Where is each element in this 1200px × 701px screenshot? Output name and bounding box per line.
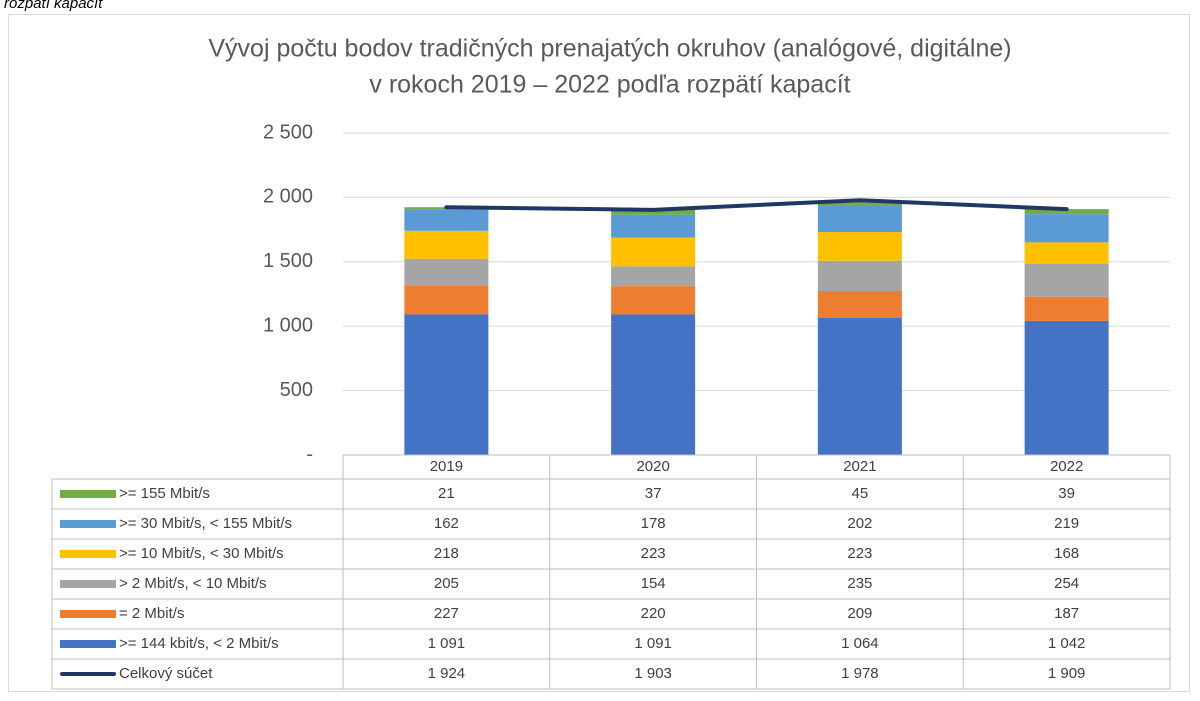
bar-segment [611, 209, 696, 215]
bar-segment [611, 286, 696, 315]
bar-segment [611, 266, 696, 287]
legend-label: Celkový súčet [119, 665, 213, 682]
bar-segment [1024, 263, 1109, 297]
x-tick-label: 2019 [430, 458, 463, 475]
table-value: 39 [1058, 485, 1075, 502]
table-value: 1 091 [634, 635, 672, 652]
bar-segment [817, 317, 902, 455]
table-value: 154 [641, 575, 666, 592]
table-value: 187 [1054, 605, 1079, 622]
legend-label: >= 10 Mbit/s, < 30 Mbit/s [119, 545, 284, 562]
x-tick-label: 2021 [843, 458, 876, 475]
bar-segment [404, 285, 489, 315]
bar-segment [404, 258, 489, 286]
total-line [444, 198, 1069, 212]
legend-key [60, 490, 116, 498]
bar-segment [817, 200, 902, 207]
bar-segment [817, 232, 902, 261]
chart-subtitle: v rokoch 2019 – 2022 podľa rozpätí kapac… [369, 71, 850, 99]
table-value: 168 [1054, 545, 1079, 562]
y-tick-label: 2 000 [263, 186, 313, 208]
legend-key [60, 640, 116, 648]
bar-segment [611, 214, 696, 238]
chart-title: Vývoj počtu bodov tradičných prenajatých… [208, 35, 1011, 63]
x-tick-label: 2020 [636, 458, 669, 475]
bar-segment [404, 209, 489, 231]
table-value: 254 [1054, 575, 1079, 592]
table-value: 37 [645, 485, 662, 502]
y-tick-label: - [306, 443, 313, 465]
table-value: 209 [847, 605, 872, 622]
legend-label: >= 30 Mbit/s, < 155 Mbit/s [119, 515, 292, 532]
bar-segment [1024, 296, 1109, 321]
table-value: 202 [847, 515, 872, 532]
legend-key [60, 550, 116, 558]
table-value: 178 [641, 515, 666, 532]
bar-segment [817, 260, 902, 292]
table-value: 162 [434, 515, 459, 532]
table-value: 227 [434, 605, 459, 622]
legend-label: > 2 Mbit/s, < 10 Mbit/s [119, 575, 267, 592]
table-value: 1 091 [428, 635, 466, 652]
bar-segment [404, 230, 489, 259]
bar-segment [1024, 209, 1109, 215]
bar-segment [404, 314, 489, 455]
y-tick-label: 1 000 [263, 314, 313, 336]
table-value: 1 903 [634, 665, 672, 682]
bar-segment [611, 237, 696, 267]
table-value: 1 042 [1048, 635, 1086, 652]
table-value: 1 978 [841, 665, 879, 682]
y-tick-label: 500 [280, 379, 313, 401]
bar-segment [817, 291, 902, 318]
table-value: 218 [434, 545, 459, 562]
table-value: 205 [434, 575, 459, 592]
bar-segment [817, 206, 902, 233]
table-value: 235 [847, 575, 872, 592]
bar-segment [1024, 214, 1109, 243]
legend-key [60, 520, 116, 528]
table-value: 1 909 [1048, 665, 1086, 682]
bar-segment [611, 314, 696, 455]
legend-key [60, 610, 116, 618]
table-value: 1 064 [841, 635, 879, 652]
table-value: 45 [852, 485, 869, 502]
y-tick-label: 1 500 [263, 250, 313, 272]
legend-label: >= 144 kbit/s, < 2 Mbit/s [119, 635, 279, 652]
table-value: 219 [1054, 515, 1079, 532]
y-tick-label: 2 500 [263, 121, 313, 143]
table-value: 223 [641, 545, 666, 562]
caption: rozpätí kapacít [4, 0, 103, 12]
legend-key [60, 580, 116, 588]
chart-frame [8, 14, 1190, 692]
legend-label: = 2 Mbit/s [119, 605, 184, 622]
legend-label: >= 155 Mbit/s [119, 485, 210, 502]
table-value: 1 924 [428, 665, 466, 682]
table-value: 223 [847, 545, 872, 562]
table-value: 21 [438, 485, 455, 502]
bar-segment [1024, 320, 1109, 455]
x-tick-label: 2022 [1050, 458, 1083, 475]
table-value: 220 [641, 605, 666, 622]
bar-segment [1024, 242, 1109, 264]
